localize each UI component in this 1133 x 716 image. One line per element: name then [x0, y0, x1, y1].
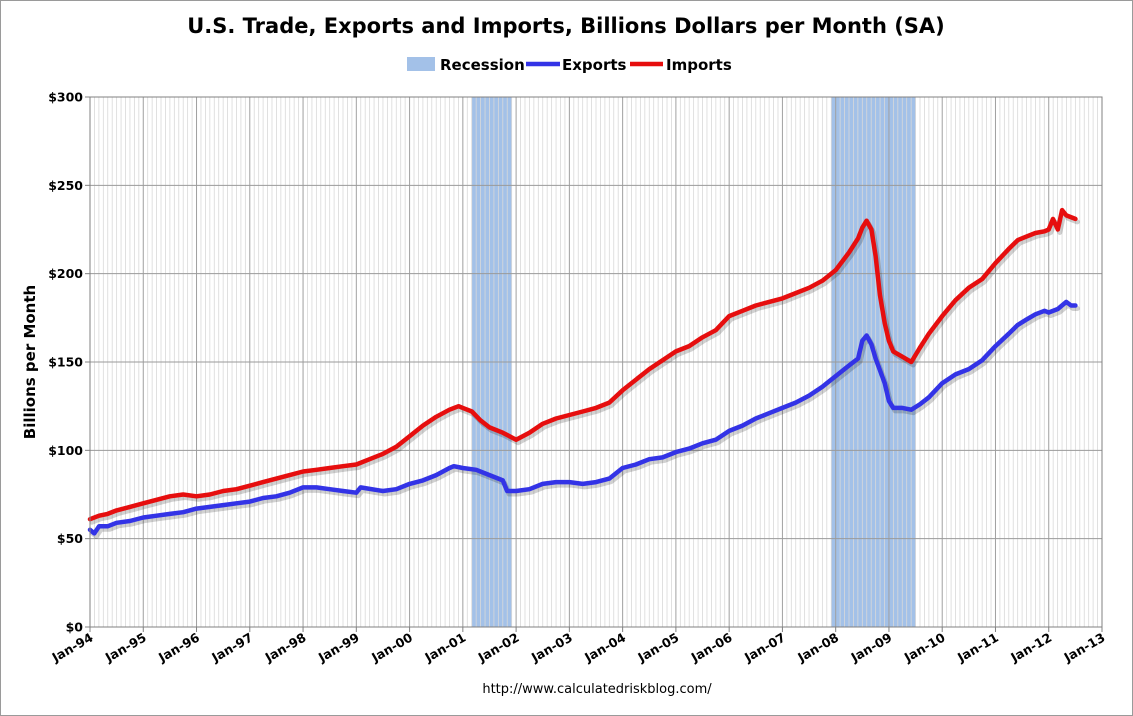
- series-shadow-imports: [89, 210, 1080, 525]
- x-tick-label: Jan-08: [794, 630, 841, 666]
- x-tick-label: Jan-04: [581, 629, 628, 665]
- x-tick-label: Jan-06: [688, 629, 735, 665]
- y-tick-label: $100: [48, 443, 83, 458]
- x-axis-ticks: Jan-94 Jan-95 Jan-96 Jan-97 Jan-98 Jan-99 Jan-…: [49, 627, 1108, 665]
- x-tick-label: Jan-96: [155, 629, 202, 665]
- x-tick-label: Jan-99: [315, 630, 362, 666]
- legend-recession-label: Recession: [440, 56, 525, 74]
- x-tick-label: Jan-94: [49, 629, 96, 665]
- source-url: http://www.calculatedriskblog.com/: [482, 682, 712, 697]
- x-tick-label: Jan-12: [1007, 630, 1054, 666]
- x-tick-label: Jan-03: [528, 630, 575, 666]
- legend: Recession Exports Imports: [407, 56, 732, 74]
- x-tick-label: Jan-09: [847, 630, 894, 666]
- chart-title: U.S. Trade, Exports and Imports, Billion…: [187, 14, 945, 38]
- legend-exports-label: Exports: [562, 56, 627, 74]
- x-tick-label: Jan-98: [262, 630, 309, 666]
- y-tick-label: $150: [48, 355, 83, 370]
- y-tick-label: $200: [48, 266, 83, 281]
- x-tick-label: Jan-02: [475, 630, 522, 666]
- legend-imports-label: Imports: [666, 56, 732, 74]
- series-lines: [87, 207, 1080, 539]
- y-tick-label: $50: [57, 531, 83, 546]
- series-line-imports: [87, 207, 1078, 522]
- grid: [90, 97, 1102, 627]
- x-tick-label: Jan-01: [421, 630, 468, 666]
- x-tick-label: Jan-05: [634, 630, 681, 666]
- y-axis-label: Billions per Month: [21, 285, 39, 439]
- series-shadow-exports: [89, 302, 1080, 539]
- legend-recession-swatch: [407, 57, 435, 71]
- x-tick-label: Jan-07: [741, 630, 788, 666]
- x-tick-label: Jan-13: [1061, 630, 1108, 666]
- y-tick-label: $0: [66, 620, 84, 635]
- x-tick-label: Jan-95: [102, 630, 149, 666]
- x-tick-label: Jan-00: [368, 629, 415, 665]
- y-axis-ticks: $0 $50 $100 $150 $200 $250 $300: [48, 90, 90, 635]
- y-tick-label: $250: [48, 178, 83, 193]
- series-line-exports: [87, 299, 1078, 536]
- x-tick-label: Jan-10: [901, 629, 948, 665]
- x-tick-label: Jan-11: [954, 630, 1001, 666]
- x-tick-label: Jan-97: [208, 630, 255, 666]
- y-tick-label: $300: [48, 90, 83, 105]
